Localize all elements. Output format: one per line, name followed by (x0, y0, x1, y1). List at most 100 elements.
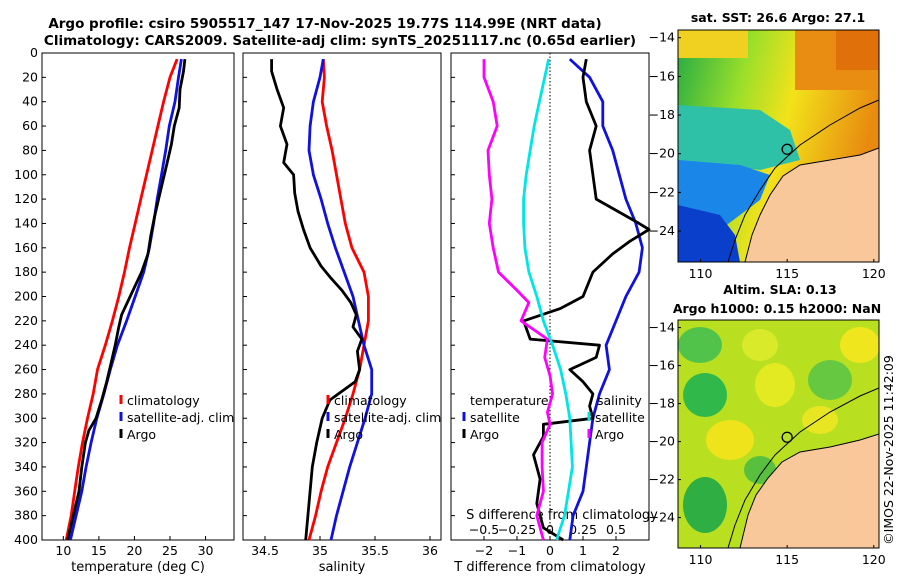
y-tick-label: 260 (14, 362, 38, 377)
sla-eddy-1 (678, 327, 722, 363)
sla-isobath (727, 387, 879, 548)
map-x-tick-label: 110 (689, 266, 713, 281)
sla-eddy-4 (755, 363, 795, 407)
x2-tick-label: 0.5 (606, 522, 626, 537)
x2-tick-label: 0.25 (569, 522, 597, 537)
x-tick-label: −2 (475, 543, 493, 558)
y-tick-label: 280 (14, 386, 38, 401)
legend-label: Argo (470, 427, 499, 442)
x2-tick-label: −0.5 (469, 522, 499, 537)
map-y-tick-label: −20 (649, 434, 675, 449)
map-y-tick-label: −22 (649, 184, 675, 199)
sst-isobath (727, 99, 879, 262)
sla-eddy-3 (683, 373, 727, 417)
map-y-tick-label: −18 (649, 396, 675, 411)
legend-label: climatology (334, 393, 407, 408)
map-y-tick-label: −22 (649, 472, 675, 487)
sst-land (745, 148, 879, 262)
plot-frame (242, 52, 442, 541)
map-y-tick-label: −16 (649, 68, 675, 83)
y-tick-label: 40 (22, 94, 38, 109)
sla-eddy-5 (808, 360, 852, 400)
legend-label: satellite-adj. clim (127, 410, 234, 425)
legend-label: satellite-adj. clim (334, 410, 441, 425)
x2-tick-label: −0.25 (498, 522, 536, 537)
x-tick-label: 1 (579, 543, 587, 558)
map-y-tick-label: −24 (649, 223, 675, 238)
y-tick-label: 160 (14, 240, 38, 255)
salinity-profile-panel: 34.5 35 35.5 36 salinity climatology satellite… (242, 52, 442, 575)
sla-map-frame (677, 319, 880, 549)
x2-tick-label: 0 (546, 522, 554, 537)
y-tick-label: 100 (14, 167, 38, 182)
y-tick-label: 360 (14, 483, 38, 498)
y-tick-label: 340 (14, 459, 38, 474)
sst-map-frame (677, 29, 880, 263)
x-tick-label: 25 (162, 543, 178, 558)
y-tick-label: 60 (22, 118, 38, 133)
legend-label: satellite (470, 410, 520, 425)
map-y-tick-label: −16 (649, 358, 675, 373)
map-y-tick-label: −24 (649, 510, 675, 525)
sla-map: 110 115 120 −14 −16 −18 −20 −22 −24 (649, 319, 886, 567)
x-tick-label: 2 (612, 543, 620, 558)
difference-profile-panel: −2 −1 0 1 2 T difference from climatology S di… (450, 52, 658, 575)
legend-label: Argo (334, 427, 363, 442)
y-tick-label: 180 (14, 264, 38, 279)
sst-coldest-region (678, 205, 740, 262)
sla-land (740, 434, 879, 548)
x-axis-label: T difference from climatology (453, 560, 646, 575)
x-axis-label: temperature (deg C) (71, 560, 205, 575)
y-tick-label: 20 (22, 69, 38, 84)
sla-coastline (739, 433, 879, 548)
x-tick-label: 35.5 (361, 543, 389, 558)
title-line-1: Argo profile: csiro 5905517_147 17-Nov-2… (48, 16, 601, 32)
x-tick-label: 30 (198, 543, 214, 558)
series-line-t-argo (522, 58, 651, 542)
legend-temperature-title: temperature (470, 393, 549, 408)
sst-map-title: sat. SST: 26.6 Argo: 27.1 (691, 10, 865, 25)
title-line-2: Climatology: CARS2009. Satellite-adj cli… (44, 33, 636, 49)
y-tick-label: 80 (22, 142, 38, 157)
temperature-profile-panel: 0 20 40 60 80 100 120 140 160 180 200 220 240 260 280 3… (14, 45, 235, 575)
series-line-satellite-adj-clim (69, 58, 183, 541)
y-tick-label: 220 (14, 313, 38, 328)
x-tick-label: 20 (126, 543, 142, 558)
sla-eddy-7 (706, 420, 754, 460)
x2-axis-label: S difference from climatology (466, 508, 658, 523)
y-tick-label: 140 (14, 215, 38, 230)
series-line-satellite-adj-clim (307, 58, 374, 541)
map-x-tick-label: 115 (775, 266, 799, 281)
imos-credit: ©IMOS 22-Nov-2025 11:42:09 (881, 355, 896, 545)
sla-map-title-1: Altim. SLA: 0.13 (723, 282, 836, 297)
y-tick-label: 200 (14, 289, 38, 304)
series-line-climatology (307, 59, 370, 541)
sst-coastline (744, 147, 879, 262)
sst-hottest-region (836, 30, 879, 70)
sla-eddy-9 (744, 456, 776, 484)
series-line-s-argo (482, 59, 554, 541)
x-tick-label: 10 (55, 543, 71, 558)
sst-cool-tongue (678, 105, 800, 170)
sla-map-title-2: Argo h1000: 0.15 h2000: NaN (673, 301, 881, 316)
legend-salinity-title: salinity (597, 393, 642, 408)
y-tick-label: 400 (14, 532, 38, 547)
sla-eddy-8 (683, 477, 727, 533)
y-tick-label: 380 (14, 508, 38, 523)
legend-label: satellite (595, 410, 645, 425)
y-tick-label: 120 (14, 191, 38, 206)
sla-eddy-6 (840, 327, 879, 363)
legend-label: Argo (127, 427, 156, 442)
y-tick-label: 300 (14, 410, 38, 425)
x-tick-label: 34.5 (251, 543, 279, 558)
plot-frame (41, 52, 235, 541)
x-axis-label: salinity (319, 560, 366, 575)
series-line-argo (270, 59, 364, 541)
map-y-tick-label: −20 (649, 146, 675, 161)
x-tick-label: 15 (91, 543, 107, 558)
x-tick-label: 0 (546, 543, 554, 558)
y-tick-label: 320 (14, 435, 38, 450)
map-y-tick-label: −18 (649, 107, 675, 122)
y-tick-label: 0 (30, 45, 38, 60)
